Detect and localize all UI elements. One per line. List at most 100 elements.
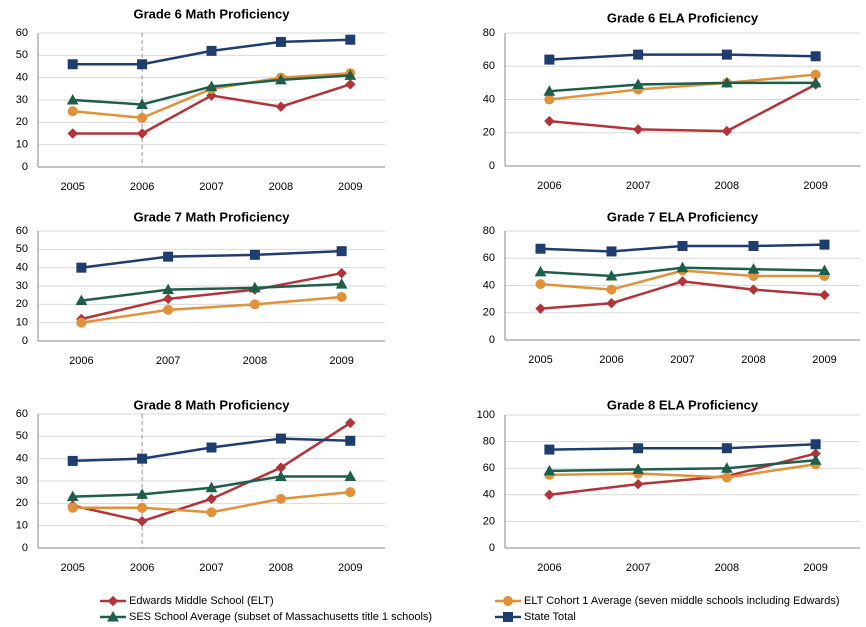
marker — [76, 262, 87, 273]
marker — [503, 596, 513, 606]
marker — [205, 481, 218, 493]
series-line — [549, 53, 816, 61]
chart-title: Grade 6 ELA Proficiency — [607, 10, 759, 25]
marker — [606, 246, 617, 257]
marker — [721, 76, 733, 88]
marker — [76, 317, 87, 328]
y-tick-label: 10 — [16, 520, 28, 532]
x-tick-label: 2007 — [199, 562, 223, 574]
marker — [633, 49, 644, 60]
y-tick-label: 50 — [16, 243, 28, 255]
y-tick-label: 60 — [483, 462, 495, 474]
x-tick-label: 2009 — [329, 355, 353, 367]
y-tick-label: 40 — [16, 72, 28, 84]
marker — [544, 489, 555, 501]
marker — [336, 267, 347, 279]
marker — [606, 284, 617, 295]
chart-panel: Grade 8 ELA Proficiency 0 20 40 60 80 100 2006 2… — [477, 397, 860, 574]
x-tick-label: 2006 — [69, 355, 93, 367]
marker — [748, 240, 759, 251]
y-tick-label: 80 — [483, 225, 495, 237]
marker — [66, 93, 79, 105]
marker — [605, 269, 618, 281]
y-tick-label: 30 — [16, 280, 28, 292]
x-tick-label: 2008 — [741, 354, 765, 366]
marker — [632, 78, 644, 90]
series-line — [549, 443, 816, 451]
marker — [721, 443, 732, 454]
marker — [544, 444, 555, 455]
chart-panel: Grade 6 ELA Proficiency 0 20 40 60 80 2006 2007… — [483, 10, 860, 192]
marker — [275, 470, 287, 482]
marker — [677, 276, 688, 287]
marker — [543, 85, 556, 96]
y-tick-label: 100 — [477, 409, 495, 421]
marker — [107, 610, 119, 622]
y-tick-label: 20 — [483, 515, 495, 527]
marker — [206, 45, 217, 56]
series-line — [549, 81, 816, 93]
y-tick-label: 0 — [22, 161, 28, 173]
x-tick-label: 2005 — [528, 354, 552, 366]
y-tick-label: 20 — [483, 307, 495, 319]
marker — [136, 515, 148, 527]
y-tick-label: 40 — [483, 279, 495, 291]
marker — [676, 261, 689, 273]
marker — [344, 69, 357, 80]
marker — [544, 94, 555, 105]
marker — [721, 125, 733, 137]
x-tick-label: 2009 — [338, 562, 362, 574]
marker — [162, 293, 174, 305]
marker — [249, 299, 260, 310]
marker — [275, 73, 287, 85]
chart-panel: Grade 7 ELA Proficiency 0 20 40 60 80 2005 2006… — [483, 209, 860, 366]
series-line — [72, 421, 351, 523]
y-tick-label: 20 — [16, 116, 28, 128]
series-line — [549, 462, 816, 479]
marker — [747, 263, 760, 274]
marker — [345, 79, 356, 90]
marker — [67, 106, 78, 117]
marker — [67, 502, 78, 513]
y-tick-label: 0 — [22, 335, 28, 347]
marker — [137, 112, 148, 123]
marker — [136, 488, 148, 499]
y-tick-label: 30 — [16, 475, 28, 487]
legend-label: State Total — [524, 611, 576, 623]
y-tick-label: 0 — [489, 160, 495, 172]
marker — [335, 278, 348, 289]
marker — [67, 128, 78, 139]
legend-label: SES School Average (subset of Massachuse… — [129, 611, 432, 623]
y-tick-label: 0 — [22, 542, 28, 554]
y-tick-label: 80 — [483, 27, 495, 39]
x-tick-label: 2007 — [626, 180, 650, 192]
y-tick-label: 30 — [16, 94, 28, 106]
marker — [162, 283, 174, 295]
y-tick-label: 0 — [489, 334, 495, 346]
marker — [67, 59, 78, 70]
marker — [345, 417, 356, 429]
marker — [275, 493, 286, 504]
marker — [544, 54, 555, 65]
marker — [275, 101, 287, 112]
x-tick-label: 2008 — [715, 180, 739, 192]
marker — [534, 265, 547, 277]
x-tick-label: 2006 — [537, 180, 561, 192]
y-tick-label: 60 — [483, 252, 495, 264]
marker — [275, 433, 286, 444]
marker — [535, 243, 546, 254]
marker — [748, 284, 759, 295]
x-tick-label: 2007 — [626, 562, 650, 574]
marker — [137, 453, 148, 464]
marker — [345, 34, 356, 45]
marker — [677, 240, 688, 251]
x-tick-label: 2008 — [243, 355, 267, 367]
chart-title: Grade 7 ELA Proficiency — [607, 209, 759, 224]
marker — [67, 455, 78, 466]
y-tick-label: 50 — [16, 430, 28, 442]
legend-label: ELT Cohort 1 Average (seven middle schoo… — [524, 595, 840, 607]
marker — [336, 292, 347, 302]
marker — [632, 124, 644, 135]
marker — [721, 49, 732, 60]
marker — [818, 264, 831, 276]
